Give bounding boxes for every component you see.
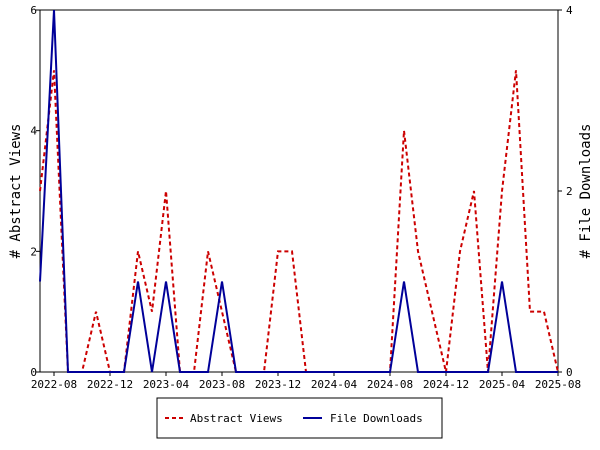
legend: Abstract Views File Downloads — [156, 397, 443, 439]
legend-label-file-downloads: File Downloads — [330, 412, 423, 425]
y-left-tick-label: 6 — [30, 4, 37, 17]
x-tick-label: 2023-04 — [143, 378, 190, 391]
x-tick-label: 2023-08 — [199, 378, 245, 391]
plot-frame — [39, 9, 559, 373]
x-tick-label: 2024-12 — [423, 378, 469, 391]
y-axis-left-title: # Abstract Views — [8, 124, 24, 259]
y-right-tick-label: 2 — [566, 185, 573, 198]
x-tick-label: 2022-12 — [87, 378, 133, 391]
axis-ticks: 2022-08 2022-12 2023-04 2023-08 2023-12 2024-… — [30, 4, 581, 391]
legend-label-abstract-views: Abstract Views — [190, 412, 283, 425]
x-tick-label: 2024-04 — [311, 378, 358, 391]
series-lines — [39, 9, 559, 373]
plot-area-border — [39, 9, 559, 373]
y-right-tick-label: 0 — [566, 366, 573, 379]
y-left-tick-label: 4 — [30, 125, 37, 138]
legend-box — [156, 397, 443, 439]
x-tick-label: 2025-08 — [535, 378, 581, 391]
y-left-tick-label: 0 — [30, 366, 37, 379]
x-tick-label: 2023-12 — [255, 378, 301, 391]
y-axis-right-title: # File Downloads — [578, 124, 594, 259]
x-tick-label: 2022-08 — [31, 378, 77, 391]
series-line-abstract-views — [39, 70, 559, 373]
y-right-tick-label: 4 — [566, 4, 573, 17]
x-tick-label: 2025-04 — [479, 378, 526, 391]
x-tick-label: 2024-08 — [367, 378, 413, 391]
y-left-tick-label: 2 — [30, 245, 37, 258]
series-line-file-downloads — [39, 9, 558, 373]
